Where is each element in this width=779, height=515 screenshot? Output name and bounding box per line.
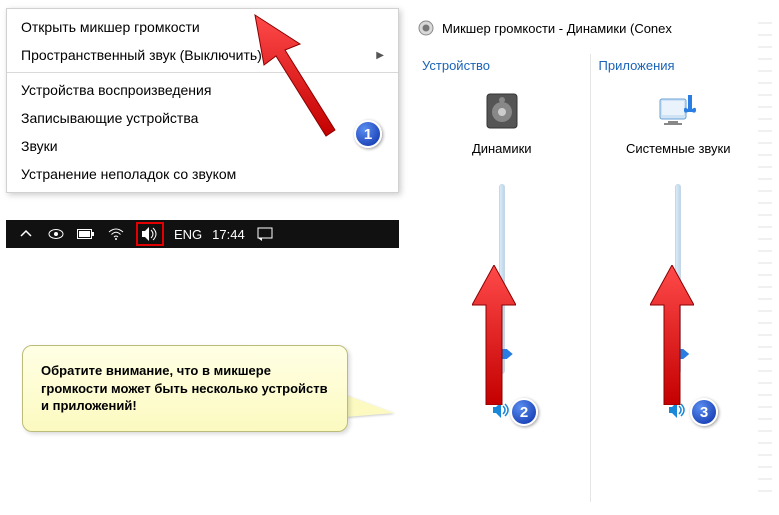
eye-icon[interactable]	[46, 224, 66, 244]
menu-item-recording-devices[interactable]: Записывающие устройства	[7, 104, 398, 132]
device-label-speakers[interactable]: Динамики	[472, 141, 532, 156]
mixer-body: Устройство Динамики Приложения	[410, 44, 770, 502]
menu-item-troubleshoot-sound[interactable]: Устранение неполадок со звуком	[7, 160, 398, 188]
volume-slider-system-sounds[interactable]	[663, 180, 693, 390]
taskbar: ENG 17:44	[6, 220, 399, 248]
mixer-title: Микшер громкости - Динамики (Conex	[442, 21, 672, 36]
volume-icon[interactable]	[140, 224, 160, 244]
badge-1: 1	[354, 120, 382, 148]
menu-item-label: Записывающие устройства	[21, 110, 198, 126]
badge-number: 3	[700, 404, 708, 421]
taskbar-lang[interactable]: ENG	[174, 227, 202, 242]
column-header-apps: Приложения	[593, 58, 675, 73]
notifications-icon[interactable]	[255, 224, 275, 244]
taskbar-time[interactable]: 17:44	[212, 227, 245, 242]
column-header-device: Устройство	[416, 58, 490, 73]
volume-tray-highlight	[136, 222, 164, 246]
menu-item-open-mixer[interactable]: Открыть микшер громкости	[7, 13, 398, 41]
chevron-right-icon: ▶	[376, 50, 384, 61]
battery-icon[interactable]	[76, 224, 96, 244]
volume-mixer-window: Микшер громкости - Динамики (Conex Устро…	[410, 12, 770, 502]
menu-item-sounds[interactable]: Звуки	[7, 132, 398, 160]
wifi-icon[interactable]	[106, 224, 126, 244]
app-system-sounds-icon[interactable]	[658, 91, 698, 131]
menu-item-label: Пространственный звук (Выключить)	[21, 47, 262, 63]
callout-text: Обратите внимание, что в микшере громкос…	[41, 363, 328, 413]
menu-item-spatial-sound[interactable]: Пространственный звук (Выключить) ▶	[7, 41, 398, 69]
menu-item-label: Устранение неполадок со звуком	[21, 166, 236, 182]
annotation-callout: Обратите внимание, что в микшере громкос…	[22, 345, 348, 432]
menu-item-playback-devices[interactable]: Устройства воспроизведения	[7, 76, 398, 104]
menu-item-label: Устройства воспроизведения	[21, 82, 211, 98]
badge-number: 2	[520, 404, 528, 421]
menu-item-label: Звуки	[21, 138, 58, 154]
menu-separator	[7, 72, 398, 73]
tray-chevron-up-icon[interactable]	[16, 224, 36, 244]
volume-slider-speakers[interactable]	[487, 180, 517, 390]
badge-3: 3	[690, 398, 718, 426]
mute-toggle-system-sounds[interactable]	[666, 400, 690, 420]
badge-number: 1	[364, 126, 372, 143]
volume-context-menu: Открыть микшер громкости Пространственны…	[6, 8, 399, 193]
app-label-system-sounds[interactable]: Системные звуки	[626, 141, 731, 156]
badge-2: 2	[510, 398, 538, 426]
speaker-icon	[418, 20, 434, 36]
menu-item-label: Открыть микшер громкости	[21, 19, 200, 35]
mixer-titlebar: Микшер громкости - Динамики (Conex	[410, 12, 770, 44]
mixer-column-apps: Приложения Системные звуки	[590, 54, 767, 502]
device-speakers-icon[interactable]	[482, 91, 522, 131]
mixer-column-device: Устройство Динамики	[414, 54, 590, 502]
callout-tail	[346, 395, 394, 417]
